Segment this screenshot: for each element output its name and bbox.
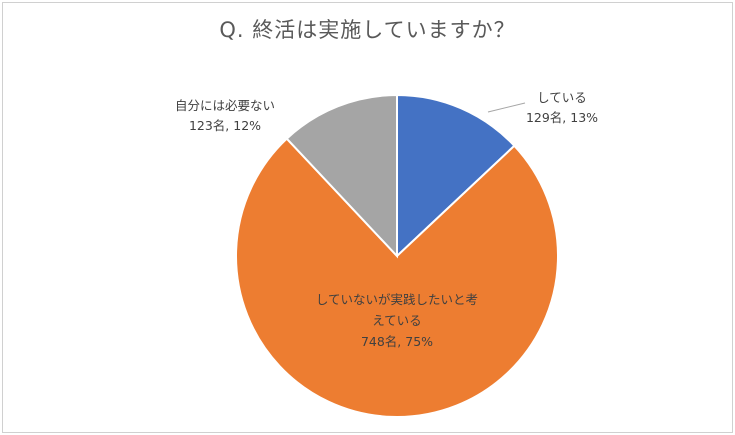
label-unnecessary-count: 123名, 12%: [189, 118, 261, 133]
label-unnecessary: 自分には必要ない: [175, 98, 275, 113]
leader-line-doing: [487, 102, 526, 113]
slice-doing: [396, 93, 516, 259]
label-doing-count: 129名, 13%: [526, 110, 598, 125]
chart-title: Q. 終活は実施していますか？: [219, 18, 516, 42]
slice-want-to: [235, 137, 559, 418]
label-doing: している: [537, 90, 587, 105]
slice-unnecessary: [285, 93, 398, 259]
label-want-count: 748名, 75%: [361, 334, 433, 349]
pie-slices: [235, 93, 559, 418]
label-want-line2: えている: [372, 313, 421, 328]
data-labels: している 129名, 13% していないが実践したいと考 えている 748名, …: [175, 90, 598, 349]
label-want-line1: していないが実践したいと考: [316, 292, 478, 307]
